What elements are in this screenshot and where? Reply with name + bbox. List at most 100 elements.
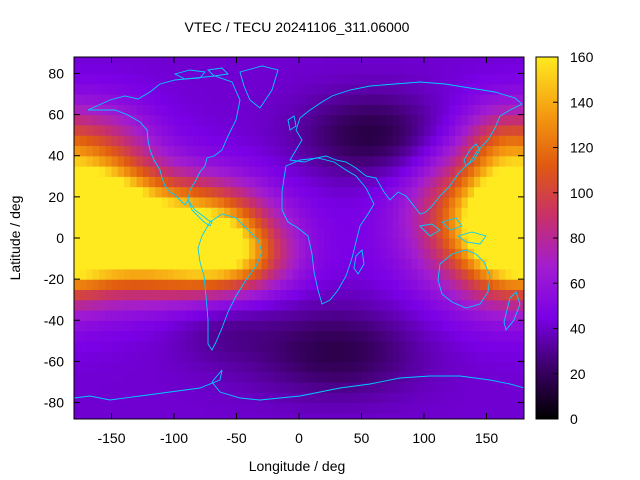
heatmap-cell xyxy=(424,392,431,403)
heatmap-cell xyxy=(505,63,512,74)
heatmap-cell xyxy=(368,269,375,280)
heatmap-cell xyxy=(412,197,419,208)
heatmap-cell xyxy=(462,392,469,403)
heatmap-cell xyxy=(437,341,444,352)
heatmap-cell xyxy=(437,403,444,414)
heatmap-cell xyxy=(274,187,281,198)
heatmap-cell xyxy=(368,341,375,352)
heatmap-cell xyxy=(87,228,94,239)
heatmap-cell xyxy=(280,145,287,156)
heatmap-cell xyxy=(105,331,112,342)
heatmap-cell xyxy=(305,361,312,372)
heatmap-cell xyxy=(412,84,419,95)
heatmap-cell xyxy=(74,115,81,126)
heatmap-cell xyxy=(193,63,200,74)
heatmap-cell xyxy=(468,300,475,311)
heatmap-cell xyxy=(255,351,262,362)
heatmap-cell xyxy=(99,372,106,383)
heatmap-cell xyxy=(505,197,512,208)
heatmap-cell xyxy=(268,279,275,290)
heatmap-cell xyxy=(205,403,212,414)
heatmap-cell xyxy=(455,392,462,403)
heatmap-cell xyxy=(393,84,400,95)
heatmap-cell xyxy=(105,63,112,74)
heatmap-cell xyxy=(280,84,287,95)
heatmap-cell xyxy=(430,392,437,403)
heatmap-cell xyxy=(387,331,394,342)
heatmap-cell xyxy=(237,248,244,259)
heatmap-cell xyxy=(387,63,394,74)
heatmap-cell xyxy=(468,187,475,198)
heatmap-cell xyxy=(455,238,462,249)
heatmap-cell xyxy=(268,228,275,239)
heatmap-cell xyxy=(255,207,262,218)
heatmap-cell xyxy=(99,135,106,146)
heatmap-cell xyxy=(374,341,381,352)
heatmap-cell xyxy=(362,279,369,290)
heatmap-cell xyxy=(305,84,312,95)
heatmap-cell xyxy=(218,341,225,352)
heatmap-cell xyxy=(455,207,462,218)
heatmap-cell xyxy=(143,73,150,84)
heatmap-cell xyxy=(274,331,281,342)
heatmap-cell xyxy=(124,135,131,146)
heatmap-cell xyxy=(305,63,312,74)
y-tick-label: 20 xyxy=(48,189,64,205)
heatmap-cell xyxy=(155,382,162,393)
heatmap-cell xyxy=(362,289,369,300)
heatmap-cell xyxy=(330,372,337,383)
heatmap-cell xyxy=(180,413,187,424)
heatmap-cell xyxy=(118,228,125,239)
heatmap-cell xyxy=(424,125,431,136)
heatmap-cell xyxy=(318,351,325,362)
heatmap-cell xyxy=(237,115,244,126)
heatmap-cell xyxy=(143,259,150,270)
heatmap-cell xyxy=(212,248,219,259)
heatmap-cell xyxy=(362,269,369,280)
heatmap-cell xyxy=(105,176,112,187)
heatmap-cell xyxy=(343,351,350,362)
heatmap-cell xyxy=(155,176,162,187)
heatmap-cell xyxy=(255,382,262,393)
heatmap-cell xyxy=(505,413,512,424)
heatmap-cell xyxy=(149,63,156,74)
heatmap-cell xyxy=(449,361,456,372)
heatmap-cell xyxy=(405,269,412,280)
heatmap-cell xyxy=(255,289,262,300)
heatmap-cell xyxy=(249,331,256,342)
heatmap-cell xyxy=(480,331,487,342)
heatmap-cell xyxy=(112,320,119,331)
heatmap-cell xyxy=(324,403,331,414)
heatmap-cell xyxy=(462,259,469,270)
heatmap-cell xyxy=(212,403,219,414)
heatmap-cell xyxy=(149,248,156,259)
heatmap-cell xyxy=(437,238,444,249)
heatmap-cell xyxy=(330,63,337,74)
heatmap-cell xyxy=(430,228,437,239)
heatmap-cell xyxy=(324,197,331,208)
heatmap-cell xyxy=(330,197,337,208)
heatmap-cell xyxy=(155,300,162,311)
heatmap-cell xyxy=(312,351,319,362)
heatmap-cell xyxy=(155,331,162,342)
heatmap-cell xyxy=(362,156,369,167)
heatmap-cell xyxy=(412,94,419,105)
heatmap-cell xyxy=(437,135,444,146)
x-tick-label: 0 xyxy=(295,430,303,446)
heatmap-cell xyxy=(80,207,87,218)
heatmap-cell xyxy=(343,300,350,311)
heatmap-cell xyxy=(124,228,131,239)
heatmap-cell xyxy=(412,310,419,321)
heatmap-cell xyxy=(462,115,469,126)
heatmap-cell xyxy=(443,197,450,208)
heatmap-cell xyxy=(455,73,462,84)
heatmap-cell xyxy=(499,94,506,105)
heatmap-cell xyxy=(349,156,356,167)
heatmap-cell xyxy=(199,372,206,383)
heatmap-cell xyxy=(199,392,206,403)
heatmap-cell xyxy=(499,176,506,187)
heatmap-cell xyxy=(399,176,406,187)
heatmap-cell xyxy=(380,53,387,64)
heatmap-cell xyxy=(412,176,419,187)
heatmap-cell xyxy=(299,361,306,372)
